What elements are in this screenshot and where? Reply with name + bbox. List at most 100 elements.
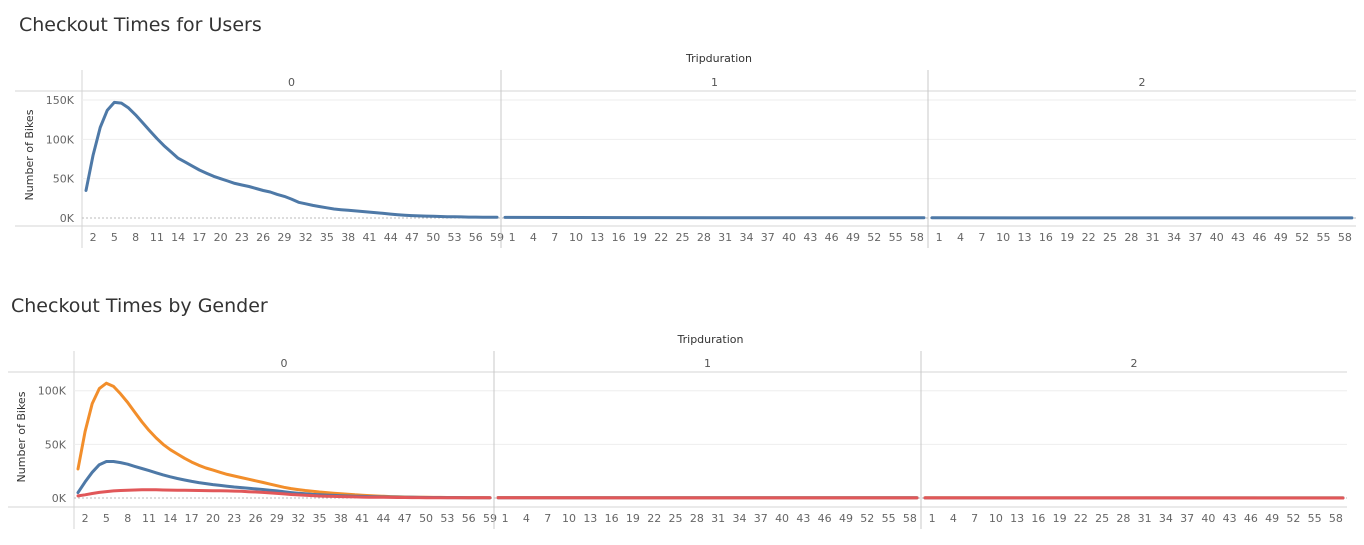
x-tick-label: 32 xyxy=(291,512,305,525)
x-tick-label: 25 xyxy=(1103,231,1117,244)
x-tick-label: 37 xyxy=(761,231,775,244)
x-tick-label: 34 xyxy=(739,231,753,244)
x-tick-label: 46 xyxy=(1252,231,1266,244)
x-tick-label: 11 xyxy=(150,231,164,244)
panel-label: 0 xyxy=(281,357,288,370)
x-tick-label: 17 xyxy=(192,231,206,244)
x-tick-label: 44 xyxy=(376,512,390,525)
x-tick-label: 1 xyxy=(509,231,516,244)
x-tick-label: 4 xyxy=(530,231,537,244)
chart-title: Checkout Times for Users xyxy=(19,14,262,36)
x-tick-label: 46 xyxy=(825,231,839,244)
x-tick-label: 16 xyxy=(612,231,626,244)
x-tick-label: 41 xyxy=(355,512,369,525)
x-tick-label: 20 xyxy=(206,512,220,525)
x-tick-label: 52 xyxy=(1295,231,1309,244)
x-tick-label: 49 xyxy=(1265,512,1279,525)
x-tick-label: 53 xyxy=(440,512,454,525)
x-tick-label: 32 xyxy=(299,231,313,244)
x-tick-label: 31 xyxy=(1138,512,1152,525)
x-tick-label: 58 xyxy=(1338,231,1352,244)
column-header: Tripduration xyxy=(677,333,744,346)
x-tick-label: 16 xyxy=(1039,231,1053,244)
panel-label: 2 xyxy=(1131,357,1138,370)
y-axis-label: Number of Bikes xyxy=(23,109,36,200)
x-tick-label: 35 xyxy=(320,231,334,244)
x-tick-label: 31 xyxy=(718,231,732,244)
x-tick-label: 44 xyxy=(384,231,398,244)
x-tick-label: 7 xyxy=(971,512,978,525)
x-tick-label: 16 xyxy=(605,512,619,525)
x-tick-label: 1 xyxy=(929,512,936,525)
x-tick-label: 13 xyxy=(583,512,597,525)
x-tick-label: 28 xyxy=(1116,512,1130,525)
x-tick-label: 49 xyxy=(839,512,853,525)
x-tick-label: 22 xyxy=(1082,231,1096,244)
x-tick-label: 40 xyxy=(1201,512,1215,525)
x-tick-label: 43 xyxy=(796,512,810,525)
x-tick-label: 52 xyxy=(1286,512,1300,525)
x-tick-label: 56 xyxy=(469,231,483,244)
x-tick-label: 40 xyxy=(775,512,789,525)
x-tick-label: 28 xyxy=(697,231,711,244)
x-tick-label: 7 xyxy=(551,231,558,244)
x-tick-label: 14 xyxy=(163,512,177,525)
series-line xyxy=(76,381,492,500)
x-tick-label: 37 xyxy=(754,512,768,525)
x-tick-label: 10 xyxy=(996,231,1010,244)
x-tick-label: 13 xyxy=(1010,512,1024,525)
y-tick-label: 50K xyxy=(45,438,67,451)
x-tick-label: 55 xyxy=(882,512,896,525)
x-tick-label: 22 xyxy=(1074,512,1088,525)
x-tick-label: 2 xyxy=(90,231,97,244)
x-tick-label: 25 xyxy=(669,512,683,525)
x-tick-label: 31 xyxy=(711,512,725,525)
x-tick-label: 55 xyxy=(1308,512,1322,525)
series-line xyxy=(76,488,492,500)
x-tick-label: 50 xyxy=(419,512,433,525)
x-tick-label: 7 xyxy=(544,512,551,525)
x-tick-label: 8 xyxy=(132,231,139,244)
x-tick-label: 25 xyxy=(676,231,690,244)
series-line xyxy=(76,460,492,500)
y-tick-label: 150K xyxy=(46,94,75,107)
x-tick-label: 28 xyxy=(1124,231,1138,244)
x-tick-label: 29 xyxy=(270,512,284,525)
panel-label: 1 xyxy=(711,76,718,89)
y-tick-label: 100K xyxy=(38,385,67,398)
x-tick-label: 49 xyxy=(846,231,860,244)
x-tick-label: 49 xyxy=(1274,231,1288,244)
x-tick-label: 23 xyxy=(235,231,249,244)
x-tick-label: 58 xyxy=(910,231,924,244)
x-tick-label: 52 xyxy=(860,512,874,525)
y-tick-label: 0K xyxy=(60,212,75,225)
x-tick-label: 19 xyxy=(626,512,640,525)
panel-label: 2 xyxy=(1139,76,1146,89)
x-tick-label: 29 xyxy=(277,231,291,244)
y-tick-label: 0K xyxy=(52,492,67,505)
x-tick-label: 38 xyxy=(341,231,355,244)
chart-title: Checkout Times by Gender xyxy=(11,295,268,317)
x-tick-label: 4 xyxy=(950,512,957,525)
x-tick-label: 26 xyxy=(256,231,270,244)
x-tick-label: 16 xyxy=(1031,512,1045,525)
y-axis-label: Number of Bikes xyxy=(15,391,28,482)
x-tick-label: 56 xyxy=(462,512,476,525)
x-tick-label: 20 xyxy=(214,231,228,244)
column-header: Tripduration xyxy=(685,52,752,65)
x-tick-label: 1 xyxy=(502,512,509,525)
x-tick-label: 4 xyxy=(957,231,964,244)
x-tick-label: 43 xyxy=(803,231,817,244)
x-tick-label: 5 xyxy=(103,512,110,525)
x-tick-label: 53 xyxy=(447,231,461,244)
x-tick-label: 46 xyxy=(1244,512,1258,525)
panel-label: 1 xyxy=(704,357,711,370)
x-tick-label: 10 xyxy=(569,231,583,244)
x-tick-label: 10 xyxy=(989,512,1003,525)
x-tick-label: 58 xyxy=(1329,512,1343,525)
x-tick-label: 4 xyxy=(523,512,530,525)
x-tick-label: 34 xyxy=(732,512,746,525)
x-tick-label: 14 xyxy=(171,231,185,244)
x-tick-label: 19 xyxy=(1060,231,1074,244)
x-tick-label: 13 xyxy=(1018,231,1032,244)
